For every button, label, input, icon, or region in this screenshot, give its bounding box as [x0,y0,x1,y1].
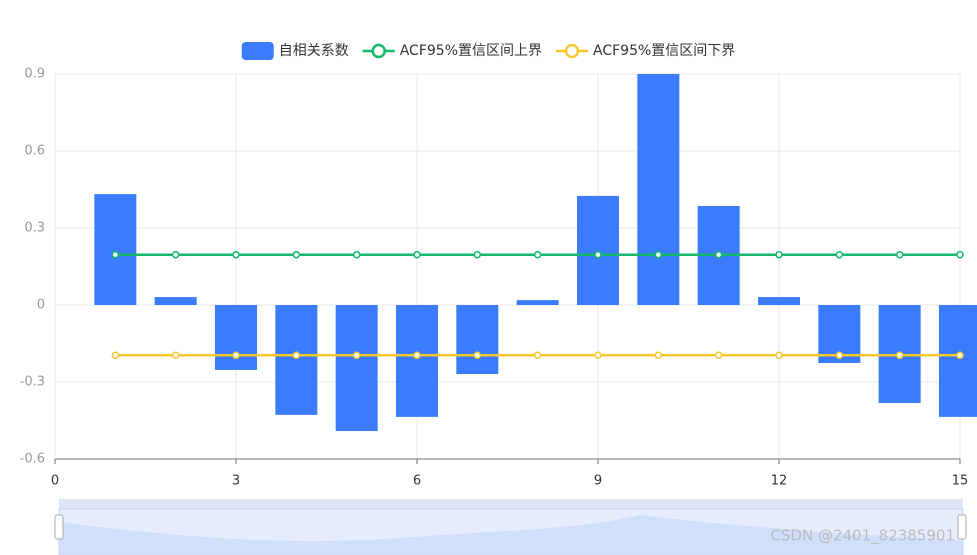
legend-swatch [241,42,274,60]
x-tick-label: 3 [232,474,240,489]
line-point [714,250,723,259]
line-point [171,250,180,259]
legend-item[interactable]: 自相关系数 [241,42,349,60]
x-tick-label: 12 [771,474,788,489]
line-point [352,250,361,259]
bar [215,305,257,370]
bar [154,297,197,305]
legend-label: ACF95%置信区间上界 [400,43,542,59]
legend-item[interactable]: ACF95%置信区间下界 [556,43,735,59]
y-tick-label: -0.3 [20,375,45,390]
line-point [956,250,964,259]
legend-label: ACF95%置信区间下界 [593,43,735,59]
y-tick-label: 0.6 [24,144,45,159]
line-point [413,351,421,360]
line-point [895,250,904,259]
line-point [473,351,482,360]
line-point [654,351,663,360]
line-point [533,250,542,259]
legend-swatch [564,43,580,59]
line-point [111,250,120,259]
zoom-preview [59,515,963,555]
line-point [292,250,301,259]
line-point [775,351,783,360]
line-point [835,250,844,259]
y-tick-label: 0.3 [24,221,45,236]
legend-item[interactable]: ACF95%置信区间上界 [362,43,542,59]
legend-swatch [371,43,386,59]
x-tick-label: 0 [51,474,59,489]
line-point [352,351,361,360]
bar [396,305,438,417]
bar [577,195,619,305]
bar [758,297,800,305]
bar [275,305,318,415]
line-point [775,250,783,259]
x-tick-label: 6 [413,474,421,489]
zoom-handle[interactable] [54,514,64,540]
line-point [292,351,301,360]
bar [516,300,559,305]
line-point [473,250,482,259]
watermark: CSDN @2401_82385901 [770,527,955,546]
legend: 自相关系数 ACF95%置信区间上界 ACF95%置信区间下界 [241,42,735,60]
bar [94,194,137,305]
zoom-handle[interactable] [957,514,967,540]
zoom-handle-bar[interactable] [59,499,963,509]
line-point [413,250,421,259]
y-tick-label: 0.9 [24,67,45,82]
x-tick-label: 15 [952,474,969,489]
line-point [714,351,723,360]
line-point [171,351,180,360]
line-point [654,250,663,259]
line-point [533,351,542,360]
line-point [232,351,240,360]
line-point [232,250,240,259]
y-tick-label: 0 [37,298,45,313]
legend-label: 自相关系数 [279,43,349,59]
line-point [895,351,904,360]
bar [637,74,680,305]
x-tick-label: 9 [594,474,602,489]
bar [939,305,977,417]
data-zoom[interactable] [54,499,967,555]
line-point [594,351,602,360]
line-point [594,250,602,259]
bar [456,305,499,375]
line-point [956,351,964,360]
line-point [835,351,844,360]
y-tick-label: -0.6 [20,452,45,467]
line-point [111,351,120,360]
bar [335,305,378,432]
